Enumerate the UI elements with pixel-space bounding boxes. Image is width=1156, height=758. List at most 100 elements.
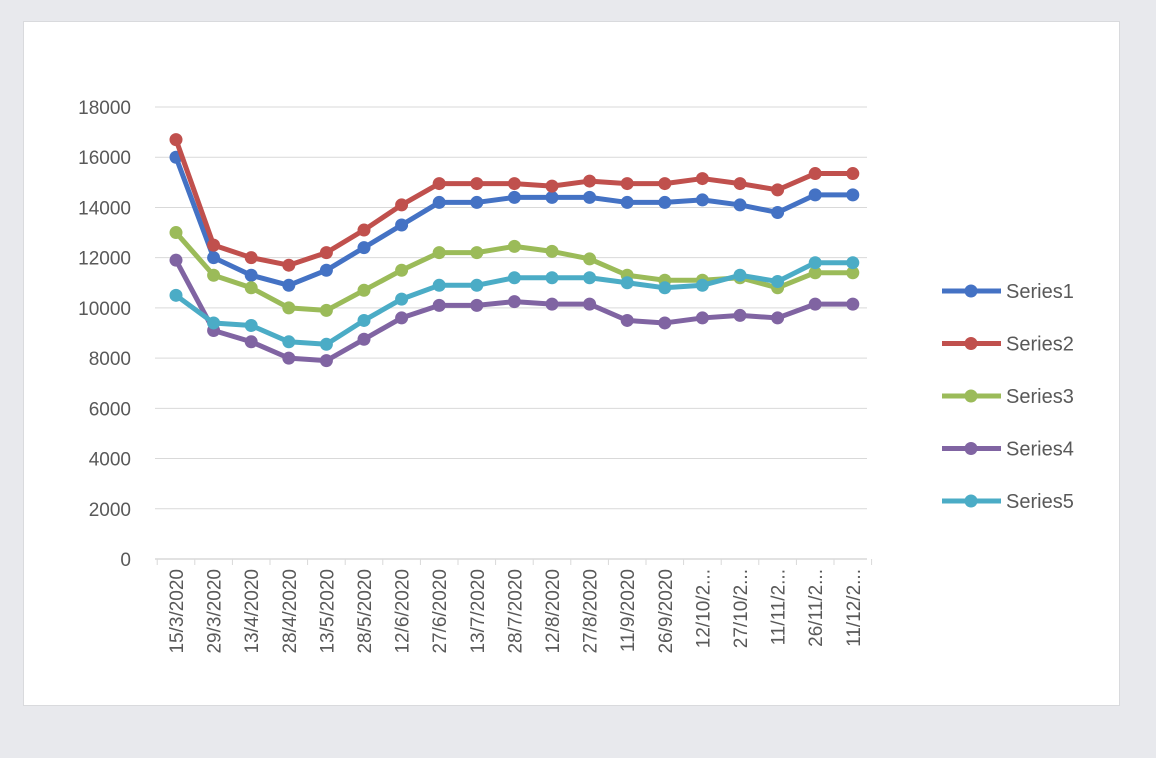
data-point bbox=[771, 311, 785, 325]
x-tick-label: 27/10/2... bbox=[731, 569, 752, 648]
x-tick-label: 12/8/2020 bbox=[543, 569, 564, 654]
x-tick-label: 26/11/2... bbox=[806, 569, 827, 647]
data-point bbox=[733, 177, 747, 191]
data-point bbox=[282, 351, 296, 365]
data-point bbox=[771, 205, 785, 219]
data-point bbox=[507, 190, 521, 204]
data-point bbox=[620, 313, 634, 327]
series-lines bbox=[169, 133, 860, 368]
x-tick-label: 29/3/2020 bbox=[205, 569, 226, 654]
x-tick-label: 15/3/2020 bbox=[167, 569, 188, 654]
data-point bbox=[395, 263, 409, 277]
data-point bbox=[207, 238, 221, 252]
x-axis-ticks: 15/3/2020 29/3/2020 13/4/2020 28/4/2020 13/5… bbox=[167, 569, 865, 654]
y-tick-label: 8000 bbox=[89, 349, 131, 370]
y-tick-label: 6000 bbox=[89, 399, 131, 420]
x-tick-label: 11/12/2... bbox=[844, 569, 865, 647]
data-point bbox=[771, 275, 785, 289]
data-point bbox=[470, 278, 484, 292]
data-point bbox=[357, 313, 371, 327]
data-point bbox=[733, 308, 747, 322]
x-tick-label: 13/4/2020 bbox=[242, 569, 263, 654]
data-point bbox=[507, 177, 521, 191]
x-tick-label: 27/6/2020 bbox=[430, 569, 451, 654]
data-point bbox=[695, 278, 709, 292]
data-point bbox=[846, 188, 860, 202]
data-point bbox=[169, 226, 183, 240]
data-point bbox=[470, 298, 484, 312]
data-point bbox=[507, 295, 521, 309]
data-point bbox=[432, 298, 446, 312]
data-point bbox=[507, 239, 521, 253]
x-tick-label: 13/7/2020 bbox=[468, 569, 489, 654]
data-point bbox=[169, 133, 183, 147]
gridlines bbox=[155, 106, 873, 565]
data-point bbox=[282, 301, 296, 315]
data-point bbox=[319, 246, 333, 260]
y-tick-label: 14000 bbox=[78, 198, 131, 219]
x-tick-label: 13/5/2020 bbox=[317, 569, 338, 654]
data-point bbox=[620, 177, 634, 191]
y-tick-label: 4000 bbox=[89, 450, 131, 471]
legend-marker-2 bbox=[964, 337, 978, 350]
data-point bbox=[207, 316, 221, 330]
data-point bbox=[169, 288, 183, 302]
legend-marker-1 bbox=[964, 284, 978, 298]
data-point bbox=[583, 252, 597, 266]
data-point bbox=[658, 281, 672, 295]
legend-marker-3 bbox=[964, 389, 978, 403]
data-point bbox=[169, 253, 183, 267]
data-point bbox=[319, 354, 333, 368]
data-point bbox=[244, 251, 258, 265]
data-point bbox=[545, 244, 559, 258]
legend-label-2: Series2 bbox=[1006, 334, 1074, 356]
legend-label-4: Series4 bbox=[1006, 439, 1074, 461]
data-point bbox=[432, 246, 446, 260]
data-point bbox=[207, 268, 221, 282]
x-tick-label: 11/11/2... bbox=[769, 569, 790, 645]
legend: Series1 Series2 Series3 Series4 Series5 bbox=[942, 281, 1074, 513]
x-tick-label: 12/6/2020 bbox=[393, 569, 414, 654]
data-point bbox=[395, 292, 409, 306]
data-point bbox=[244, 281, 258, 295]
chart-card: 0 2000 4000 6000 8000 10000 12000 14000 16000 180… bbox=[23, 21, 1120, 706]
data-point bbox=[432, 195, 446, 209]
data-point bbox=[583, 271, 597, 285]
data-point bbox=[545, 297, 559, 311]
x-tick-label: 28/5/2020 bbox=[355, 569, 376, 654]
data-point bbox=[395, 311, 409, 325]
data-point bbox=[357, 223, 371, 237]
data-point bbox=[319, 303, 333, 317]
data-point bbox=[808, 297, 822, 311]
data-point bbox=[771, 183, 785, 197]
data-point bbox=[507, 271, 521, 285]
x-tick-label: 11/9/2020 bbox=[618, 569, 639, 652]
data-point bbox=[658, 177, 672, 191]
data-point bbox=[695, 311, 709, 325]
data-point bbox=[470, 195, 484, 209]
data-point bbox=[808, 256, 822, 270]
series-line-1 bbox=[173, 154, 856, 288]
data-point bbox=[207, 251, 221, 265]
legend-marker-4 bbox=[964, 442, 978, 455]
y-tick-label: 12000 bbox=[78, 249, 131, 270]
data-point bbox=[583, 297, 597, 311]
legend-label-5: Series5 bbox=[1006, 491, 1074, 513]
data-point bbox=[432, 177, 446, 191]
data-point bbox=[846, 297, 860, 311]
data-point bbox=[583, 174, 597, 188]
data-point bbox=[695, 193, 709, 207]
y-tick-label: 0 bbox=[120, 550, 131, 571]
y-tick-label: 16000 bbox=[78, 148, 131, 169]
legend-label-1: Series1 bbox=[1006, 281, 1074, 303]
data-point bbox=[395, 198, 409, 212]
data-point bbox=[695, 172, 709, 186]
data-point bbox=[282, 278, 296, 292]
x-tick-label: 12/10/2... bbox=[693, 569, 714, 648]
y-axis-ticks: 0 2000 4000 6000 8000 10000 12000 14000 16000 180… bbox=[78, 98, 131, 571]
y-tick-label: 2000 bbox=[89, 500, 131, 521]
data-point bbox=[808, 188, 822, 202]
data-point bbox=[432, 278, 446, 292]
data-point bbox=[733, 198, 747, 212]
data-point bbox=[545, 190, 559, 204]
